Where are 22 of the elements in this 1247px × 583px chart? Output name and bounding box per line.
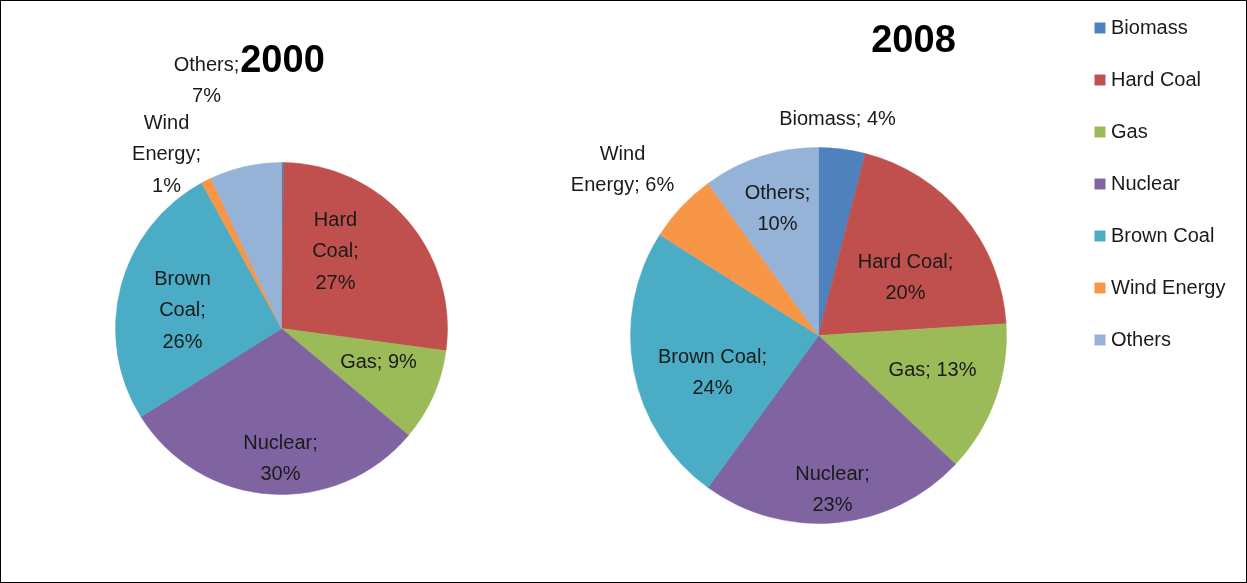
data-label: Others; 7% [173, 52, 240, 107]
data-label: Hard Coal; 20% [857, 249, 954, 304]
data-label: Brown Coal; 26% [154, 266, 211, 353]
legend-label: Wind Energy [1111, 276, 1226, 299]
data-label: Nuclear; 23% [795, 461, 870, 516]
data-label: Wind Energy; 1% [132, 110, 201, 197]
legend-label: Brown Coal [1111, 224, 1215, 247]
data-label: Nuclear; 30% [243, 430, 318, 485]
data-label: Hard Coal; 27% [312, 207, 359, 294]
chart-title: 2000 [240, 38, 325, 80]
data-label: Wind Energy; 6% [570, 141, 675, 196]
data-label: Biomass; 4% [779, 106, 897, 129]
legend-label: Others [1111, 328, 1172, 351]
legend-label: Gas [1111, 120, 1148, 143]
data-label: Gas; 9% [340, 349, 418, 372]
data-label: Gas; 13% [888, 357, 977, 380]
legend-label: Nuclear [1111, 172, 1180, 195]
data-label: Others; 10% [744, 180, 811, 235]
data-label: Brown Coal; 24% [658, 344, 767, 399]
chart-title: 2008 [871, 18, 956, 60]
legend-label: Hard Coal [1111, 68, 1202, 91]
legend-label: Biomass [1111, 16, 1188, 39]
